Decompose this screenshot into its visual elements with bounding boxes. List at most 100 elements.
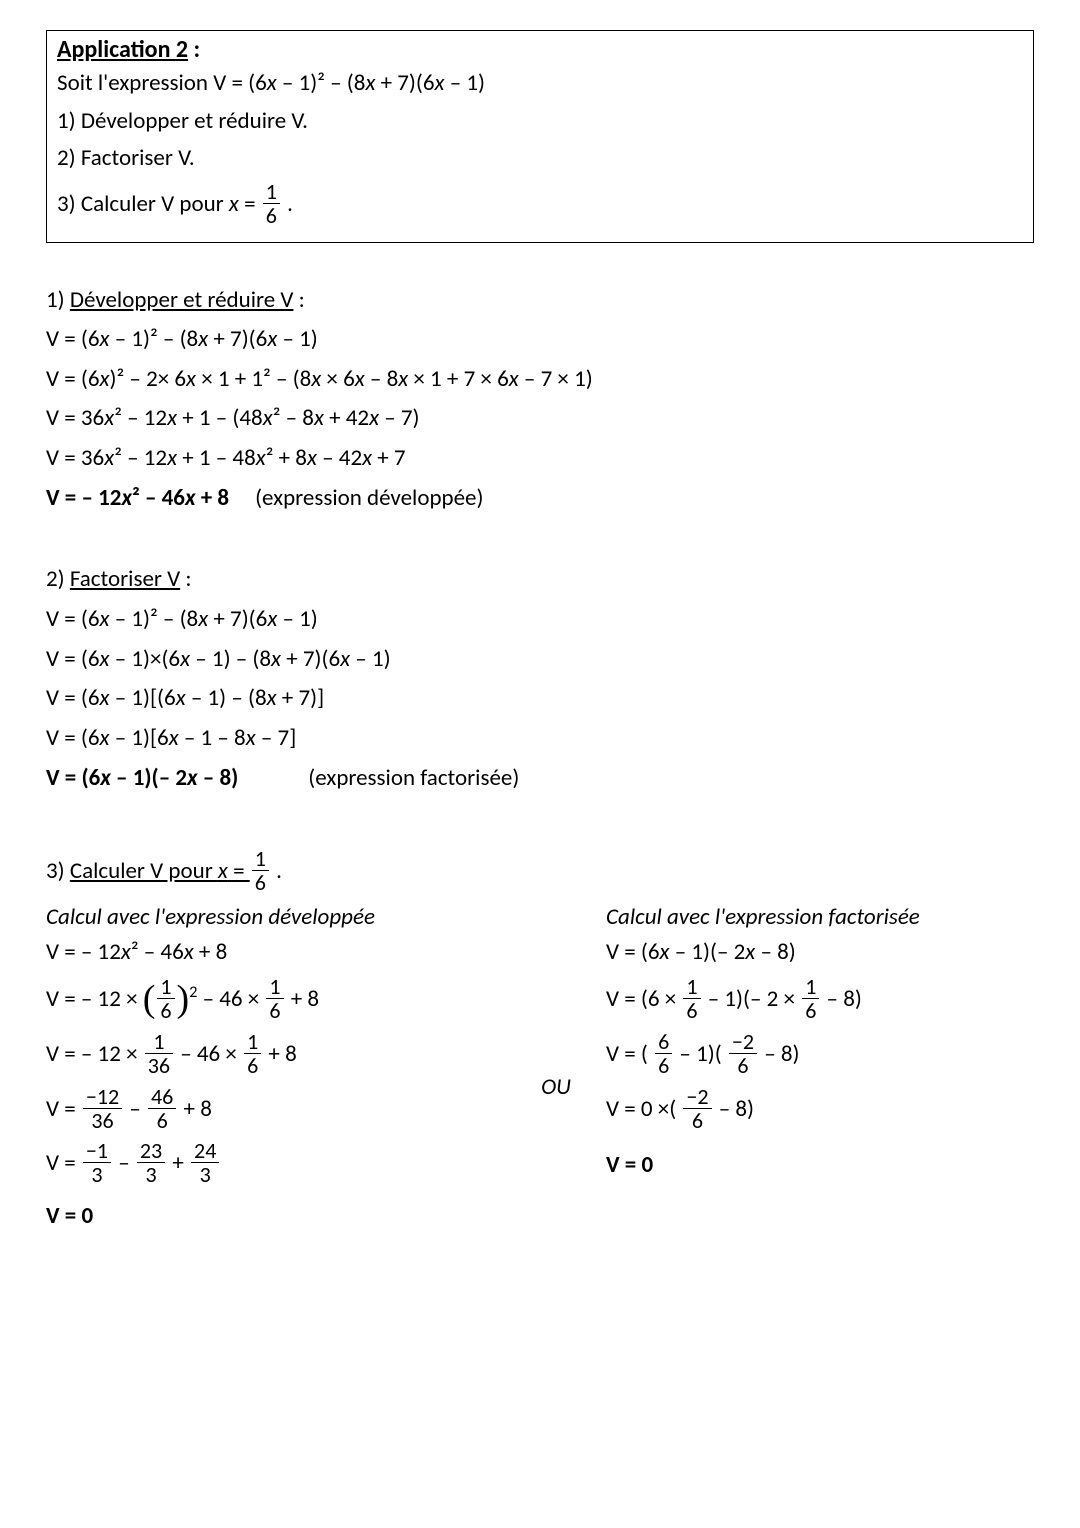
t: Soit l'expression V = (6 — [57, 69, 267, 97]
fraction: 16 — [157, 975, 174, 1022]
t: + 1 – 48 — [177, 444, 256, 472]
t: ² + 8 — [266, 444, 307, 472]
t: – — [124, 1095, 146, 1123]
t: – 1 – 8 — [179, 724, 246, 752]
R4: V = 0 ×( −26 – 8) — [606, 1084, 1026, 1135]
fraction: −26 — [683, 1085, 711, 1132]
x: x — [369, 404, 379, 432]
s2-l2: V = (6x – 1)×(6x – 1) – (8x + 7)(6x – 1) — [46, 642, 1034, 678]
t: + 7 — [372, 444, 406, 472]
x: x — [355, 365, 365, 393]
num: −1 — [83, 1139, 111, 1162]
x: x — [198, 605, 208, 633]
t: – 1)(– 2 — [670, 938, 746, 966]
t: – 8) — [198, 764, 239, 792]
title-colon: : — [188, 35, 200, 64]
t: V = (6 — [46, 724, 100, 752]
num: 1 — [145, 1030, 173, 1053]
x: x — [169, 724, 179, 752]
x: x — [660, 938, 670, 966]
t: × 6 — [321, 365, 355, 393]
x: x — [229, 190, 239, 218]
fraction: −13 — [83, 1139, 111, 1186]
title-text: Application 2 — [57, 35, 188, 64]
x: x — [435, 69, 445, 97]
fraction: 243 — [191, 1139, 219, 1186]
num: 1 — [157, 975, 174, 998]
R5: V = 0 — [606, 1148, 1026, 1184]
x: x — [267, 325, 277, 353]
num: 1 — [252, 847, 269, 870]
t: V = — [46, 1095, 81, 1123]
t: + 7)(6 — [208, 325, 267, 353]
num: 24 — [191, 1139, 219, 1162]
section-3: 3) Calculer V pour x = 1 6 . Calcul avec… — [46, 846, 1034, 1238]
x: x — [180, 645, 190, 673]
s1-l3: V = 36x² – 12x + 1 – (48x² – 8x + 42x – … — [46, 401, 1034, 437]
t: – 1)² – (8 — [277, 69, 366, 97]
x: x — [198, 325, 208, 353]
x: x — [104, 404, 114, 432]
t: 3) — [46, 857, 70, 885]
t: + 1 – (48 — [177, 404, 263, 432]
t: 1) — [46, 286, 70, 314]
t: : — [180, 565, 191, 593]
t: + 7)(6 — [375, 69, 434, 97]
num: −2 — [729, 1030, 757, 1053]
x: x — [311, 365, 321, 393]
box-q1: 1) Développer et réduire V. — [57, 104, 1023, 140]
t: – 7 × 1) — [519, 365, 593, 393]
num: 1 — [244, 1030, 261, 1053]
t: V = – 12 × — [46, 985, 143, 1013]
num: 6 — [655, 1030, 672, 1053]
den: 6 — [157, 998, 174, 1022]
t: V = – 12 — [46, 938, 121, 966]
t: × 1 + 7 × 6 — [408, 365, 509, 393]
L6: V = 0 — [46, 1199, 506, 1235]
t: – 8) — [714, 1095, 755, 1123]
den: 6 — [148, 1108, 176, 1132]
s2-l1: V = (6x – 1)² – (8x + 7)(6x – 1) — [46, 602, 1034, 638]
ou-label: OU — [526, 1073, 586, 1101]
fraction: 1 6 — [263, 180, 280, 227]
x: x — [167, 404, 177, 432]
x: x — [365, 69, 375, 97]
x: x — [100, 325, 110, 353]
t: – 46 × — [175, 1040, 242, 1068]
t: + — [167, 1149, 189, 1177]
t: – 1)² – (8 — [110, 325, 199, 353]
fraction: −1236 — [83, 1085, 122, 1132]
t: – 1) — [277, 325, 318, 353]
t: – 1)(– 2 — [111, 764, 187, 792]
x: x — [187, 764, 198, 792]
t: – 7) — [379, 404, 420, 432]
t: – 1) — [277, 605, 318, 633]
t: – 1)×(6 — [110, 645, 181, 673]
num: 1 — [263, 180, 280, 203]
num: 1 — [683, 975, 700, 998]
L3: V = – 12 × 136 – 46 × 16 + 8 — [46, 1029, 506, 1080]
t: + 8 — [196, 484, 230, 512]
t: ² – 46 — [131, 938, 184, 966]
den: 6 — [252, 870, 269, 894]
t: V = (6 × — [606, 985, 681, 1013]
fraction: 66 — [655, 1030, 672, 1077]
x: x — [100, 605, 110, 633]
R1: V = (6x – 1)(– 2x – 8) — [606, 935, 1026, 971]
den: 6 — [244, 1053, 261, 1077]
t: – 1)(– 2 × — [703, 985, 801, 1013]
t: = — [228, 857, 250, 885]
R3: V = ( 66 – 1)( −26 – 8) — [606, 1029, 1026, 1080]
s1-l1: V = (6x – 1)² – (8x + 7)(6x – 1) — [46, 322, 1034, 358]
s3-head: 3) Calculer V pour x = 1 6 . — [46, 846, 1034, 897]
s1-l4: V = 36x² – 12x + 1 – 48x² + 8x – 42x + 7 — [46, 441, 1034, 477]
x: x — [100, 684, 110, 712]
x: x — [176, 684, 186, 712]
t: – 1) — [445, 69, 486, 97]
x: x — [314, 404, 324, 432]
t: – 1)( — [674, 1040, 727, 1068]
den: 6 — [266, 998, 283, 1022]
den: 3 — [191, 1162, 219, 1186]
t: V = (6 — [46, 684, 100, 712]
x: x — [398, 365, 408, 393]
